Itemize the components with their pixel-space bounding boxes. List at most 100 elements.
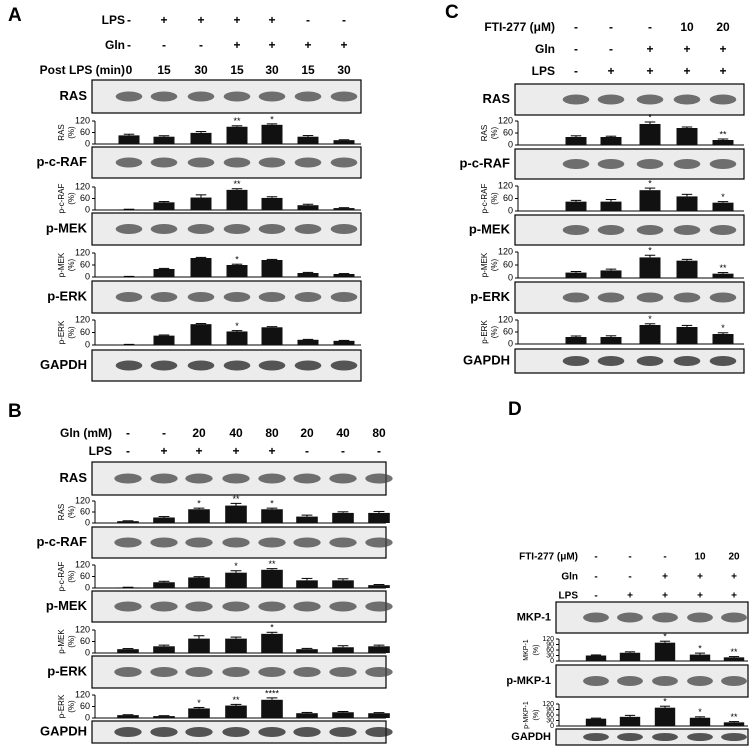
bar [261,197,283,210]
blot-band [562,225,590,235]
blot-band [329,727,357,737]
blot-band [365,727,393,737]
blot-band [293,473,321,484]
blot-band [652,676,678,686]
y-tick-label: 0 [85,339,90,349]
blot-band [687,676,713,686]
condition-value: + [304,38,311,52]
bar [600,137,622,145]
blot-band [185,473,213,484]
condition-value: - [574,64,578,78]
bar [296,516,318,523]
blot-label: RAS [60,470,88,485]
significance: * [235,255,239,265]
condition-value: - [609,20,613,34]
y-tick-label: 60 [503,193,513,203]
bar [117,649,139,653]
blot-band [222,537,250,548]
bar [153,716,175,718]
y-axis-label: (%) [533,710,540,721]
blot-band [330,157,358,168]
significance: * [698,707,702,717]
blot-band [597,159,625,169]
bar [261,569,283,588]
significance: ** [232,494,240,504]
y-tick-label: 60 [80,571,90,581]
y-tick-label: 60 [546,647,554,654]
blot-band [330,360,358,371]
significance: * [721,192,725,202]
bar [188,708,210,718]
y-axis-label: MKP-1 [523,639,530,661]
blot-band [114,601,142,612]
significance: * [648,178,652,188]
condition-value: - [126,444,130,458]
condition-value: - [162,38,166,52]
panel-letter: A [8,5,22,26]
condition-value: - [594,552,597,563]
condition-value: 40 [336,426,350,440]
bar [333,340,355,345]
bar [297,273,319,277]
y-axis-label: (%) [533,645,540,656]
blot-band [294,157,322,168]
y-tick-label: 0 [85,271,90,281]
y-axis-label: p-c-RAF [57,184,66,214]
significance: * [663,632,667,642]
bar [225,505,247,523]
y-tick-label: 120 [498,115,513,125]
bar [225,705,247,718]
y-tick-label: 0 [85,647,90,657]
panel-letter: C [445,2,459,23]
significance: ** [268,559,276,569]
bar [188,577,210,588]
blot-band [365,667,393,677]
y-tick-label: 120 [75,181,90,191]
blot-band [365,601,393,612]
y-axis-label: (%) [67,326,76,339]
y-tick-label: 120 [75,624,90,634]
condition-value: 20 [716,20,730,34]
y-tick-label: 60 [503,259,513,269]
blot-band [617,733,643,741]
condition-value: 80 [265,426,279,440]
bar [585,655,607,661]
condition-value: - [127,38,131,52]
y-tick-label: 60 [80,701,90,711]
significance: * [721,323,725,333]
y-tick-label: 60 [503,326,513,336]
condition-value: - [594,572,597,583]
y-axis-label: RAS [57,124,66,140]
condition-value: - [609,42,613,56]
bar [565,272,587,278]
condition-value: - [663,552,666,563]
blot-band [687,733,713,741]
condition-value: + [233,38,240,52]
condition-value: + [340,38,347,52]
blot-band [114,727,142,737]
condition-value: - [341,444,345,458]
blot-band [329,601,357,612]
condition-value: + [268,444,275,458]
bar [654,642,676,661]
condition-value: 15 [230,63,244,77]
blot-band [583,676,609,686]
bar [261,509,283,523]
condition-value: - [342,13,346,27]
significance: * [648,246,652,256]
y-axis-label: p-ERK [57,694,66,718]
y-tick-label: 90 [546,641,554,648]
condition-value: 10 [694,552,706,563]
bar [332,580,354,588]
y-tick-label: 60 [546,712,554,719]
bar [676,128,698,145]
bar [226,331,248,345]
bar [261,124,283,144]
blot-band [115,360,143,371]
condition-value: 80 [372,426,386,440]
bar [296,580,318,588]
blot-band [222,601,250,612]
blot-band [329,537,357,548]
condition-value: 30 [337,63,351,77]
condition-value: + [662,591,668,602]
